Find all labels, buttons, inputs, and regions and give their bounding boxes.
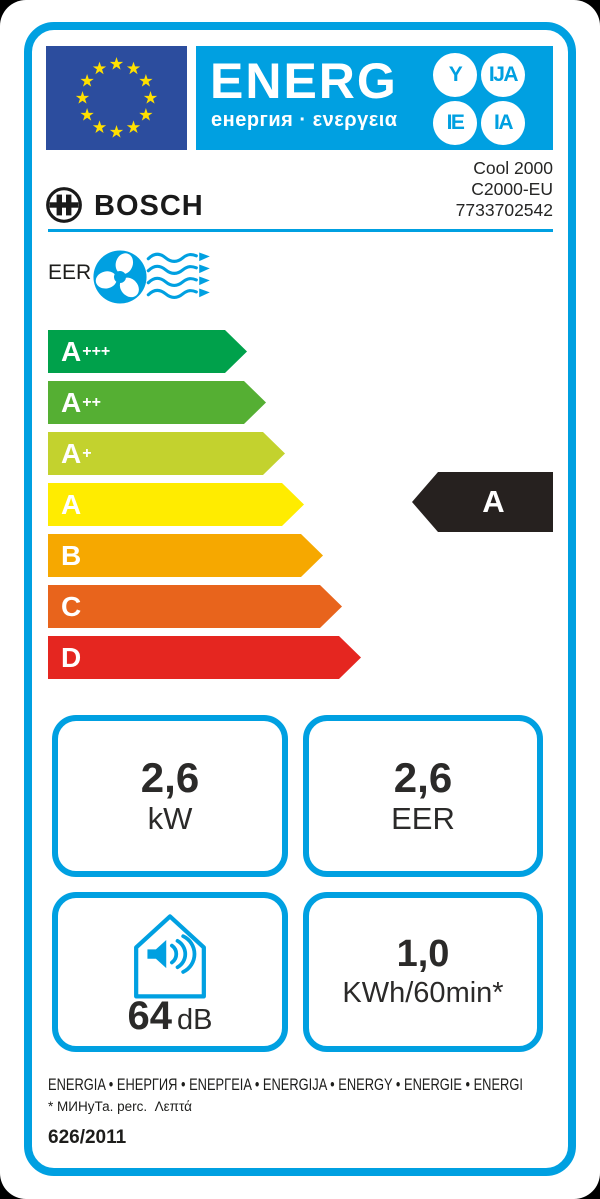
- rating-bar-a: A: [48, 483, 304, 526]
- rating-grade-sup: ++: [82, 393, 101, 411]
- eer-label: EER: [48, 261, 92, 284]
- rating-grade-label: C: [61, 590, 82, 622]
- noise-unit: dB: [177, 1004, 213, 1036]
- power-value: 2,6: [140, 754, 200, 801]
- rating-bar-d: D: [48, 636, 361, 679]
- rating-bar-b: B: [48, 534, 323, 577]
- rating-bar-c: C: [48, 585, 342, 628]
- lang-circle-y: Y: [433, 53, 477, 97]
- product-model-code: C2000-EU: [471, 179, 553, 199]
- rating-indicator-letter: A: [482, 484, 505, 519]
- rating-grade-label: B: [61, 539, 82, 571]
- rating-grade-label: A: [61, 437, 82, 469]
- metric-box-power: 2,6 kW: [52, 715, 288, 877]
- rating-bar-a-plus-plus-plus: A +++: [48, 330, 247, 373]
- noise-value-line: 64 dB: [128, 993, 213, 1039]
- energ-subtitle: енергия · ενεργεια: [211, 109, 398, 131]
- metric-box-eer: 2,6 EER: [303, 715, 543, 877]
- rating-grade-label: A: [61, 386, 82, 418]
- rating-bar-a-plus-plus: A ++: [48, 381, 266, 424]
- consumption-value: 1,0: [396, 933, 450, 975]
- eer-value: 2,6: [393, 754, 453, 801]
- rating-grade-sup: +: [82, 444, 92, 462]
- product-article-number: 7733702542: [455, 200, 553, 220]
- rating-indicator-arrow: A: [412, 472, 553, 532]
- bosch-logo-icon: [46, 187, 82, 223]
- rating-grade-label: A: [61, 335, 82, 367]
- metric-box-noise: 64 dB: [52, 892, 288, 1052]
- noise-value: 64: [127, 994, 173, 1038]
- lang-circle-ia: IA: [481, 101, 525, 145]
- fan-icon: [93, 250, 147, 304]
- minutes-footnote: * МИНуТа. perc. Λεπτά: [48, 1099, 192, 1114]
- metric-box-consumption: 1,0 KWh/60min*: [303, 892, 543, 1052]
- product-info: Cool 2000 C2000-EU 7733702542: [456, 158, 553, 221]
- language-suffix-circles: Y IJA IE IA: [433, 53, 525, 145]
- rating-grade-label: D: [61, 641, 82, 673]
- lang-circle-ie: IE: [433, 101, 477, 145]
- energ-header: ENERG енергия · ενεργεια Y IJA IE IA: [196, 46, 553, 150]
- separator-line: [48, 229, 553, 232]
- eu-flag-icon: [46, 46, 187, 150]
- label-frame: [24, 22, 576, 1176]
- energy-words-line: ENERGIA • ЕНЕРГИЯ • ΕΝΕΡΓΕΙΑ • ENERGIJA …: [48, 1076, 523, 1094]
- rating-bar-a-plus: A +: [48, 432, 285, 475]
- airflow-icon: [146, 252, 210, 299]
- noise-house-icon: [134, 914, 206, 999]
- regulation-number: 626/2011: [48, 1127, 127, 1148]
- product-model-name: Cool 2000: [473, 158, 553, 178]
- lang-circle-ija: IJA: [481, 53, 525, 97]
- rating-grade-sup: +++: [82, 342, 111, 360]
- energ-title: ENERG: [210, 53, 398, 109]
- brand-name: BOSCH: [94, 190, 204, 222]
- consumption-unit: KWh/60min*: [342, 977, 504, 1009]
- rating-grade-label: A: [61, 488, 82, 520]
- eer-unit: EER: [391, 801, 455, 836]
- power-unit: kW: [147, 801, 193, 836]
